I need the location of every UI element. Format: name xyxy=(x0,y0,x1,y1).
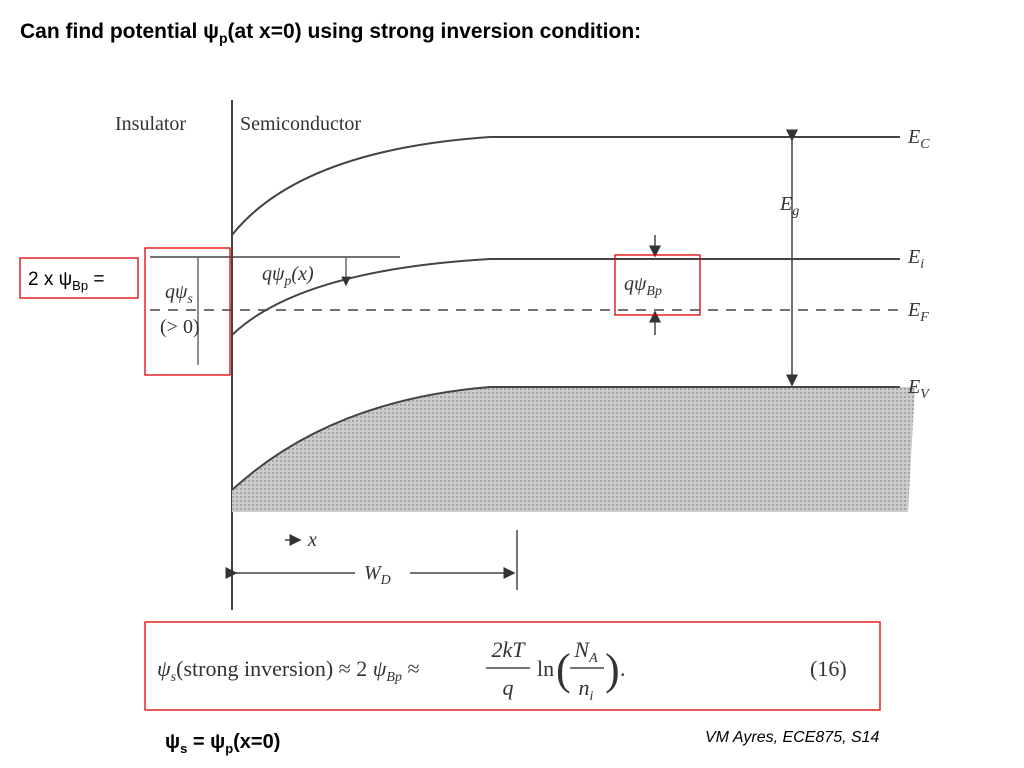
intrinsic-level xyxy=(231,258,900,336)
title-text: (at x=0) using strong inversion conditio… xyxy=(228,20,642,43)
band-diagram xyxy=(150,100,915,610)
wd-main: W xyxy=(364,562,383,584)
callout-box xyxy=(19,257,139,299)
ratio-num: NA xyxy=(573,637,598,666)
eq-ln: ln xyxy=(537,656,554,681)
callout: 2 x ψBp = xyxy=(28,269,104,293)
bp-main: qψ xyxy=(624,273,647,295)
surface-note: (> 0) xyxy=(160,316,200,338)
band-sub: C xyxy=(920,137,930,152)
title-text: Can find potential ψ xyxy=(20,20,219,43)
equation: ψs(strong inversion) ≈ 2 ψBp ≈ 2kT q ln … xyxy=(157,637,847,704)
eq-period: . xyxy=(620,656,626,681)
footer-sym: = ψ xyxy=(187,731,225,753)
highlight-box xyxy=(614,254,701,316)
eq-number: (16) xyxy=(810,656,847,681)
eq-sym: ψ xyxy=(373,656,387,681)
footer-text: (x=0) xyxy=(233,731,280,753)
frac-num: 2kT xyxy=(492,637,527,662)
band-main: E xyxy=(907,246,920,268)
valence-band xyxy=(231,386,900,491)
gap-main: E xyxy=(779,193,792,215)
footer-equation: ψs = ψp(x=0) xyxy=(165,731,280,756)
title-sub: p xyxy=(219,30,228,46)
eq-sub: Bp xyxy=(386,670,402,685)
eq-sub: s xyxy=(171,670,177,685)
band-main: E xyxy=(907,299,920,321)
callout-sub: Bp xyxy=(72,278,88,293)
band-sub: F xyxy=(919,310,929,325)
equation-box xyxy=(144,621,881,711)
ratio-den: ni xyxy=(579,675,594,704)
band-sub: i xyxy=(920,257,924,272)
frac-den: q xyxy=(503,675,514,700)
slide-title: Can find potential ψp(at x=0) using stro… xyxy=(20,20,641,46)
potential-label: qψp(x) xyxy=(262,263,314,289)
gap-sub: g xyxy=(792,204,799,219)
ratio-sub: i xyxy=(590,689,594,704)
gap-label: Eg xyxy=(779,193,799,219)
callout-text: = xyxy=(88,269,104,290)
sp-sub: s xyxy=(187,292,193,307)
band-label: EF xyxy=(907,299,929,325)
bulk-label: qψBp xyxy=(624,273,662,299)
band-sub: V xyxy=(920,387,930,402)
highlights xyxy=(19,247,881,711)
paren: ) xyxy=(605,645,620,694)
ratio-sub: A xyxy=(588,651,598,666)
px-sub: p xyxy=(283,274,291,289)
surface-label: qψs xyxy=(165,281,193,307)
valence-shading xyxy=(232,387,915,512)
footer-sub: p xyxy=(225,741,233,756)
region-label: Semiconductor xyxy=(240,113,361,135)
footer-sym: ψ xyxy=(165,731,180,753)
band-label: Ei xyxy=(907,246,924,272)
eq-lhs: ψs(strong inversion) ≈ 2 ψBp ≈ xyxy=(157,656,420,685)
band-label: EV xyxy=(907,376,930,402)
diagram-labels: Insulator Semiconductor EC Ei EF EV Eg q… xyxy=(115,113,930,588)
eq-sym: ψ xyxy=(157,656,171,681)
sp-main: qψ xyxy=(165,281,188,303)
wd-sub: D xyxy=(380,573,391,588)
highlight-box xyxy=(144,247,231,376)
credit: VM Ayres, ECE875, S14 xyxy=(705,729,880,746)
px-main: qψ xyxy=(262,263,285,285)
band-label: EC xyxy=(907,126,930,152)
x-label: x xyxy=(307,529,317,551)
eq-text: ≈ xyxy=(402,656,420,681)
callout-text: 2 x ψ xyxy=(28,269,72,290)
px-arg: (x) xyxy=(291,263,314,285)
band-main: E xyxy=(907,126,920,148)
ratio-main: n xyxy=(579,675,590,700)
bp-sub: Bp xyxy=(646,284,662,299)
region-label: Insulator xyxy=(115,113,186,135)
ratio-main: N xyxy=(573,637,590,662)
paren: ( xyxy=(556,645,571,694)
conduction-band xyxy=(231,136,900,236)
band-main: E xyxy=(907,376,920,398)
depletion-label: WD xyxy=(364,562,391,588)
footer-sub: s xyxy=(180,741,187,756)
eq-text: (strong inversion) ≈ 2 xyxy=(176,656,373,681)
